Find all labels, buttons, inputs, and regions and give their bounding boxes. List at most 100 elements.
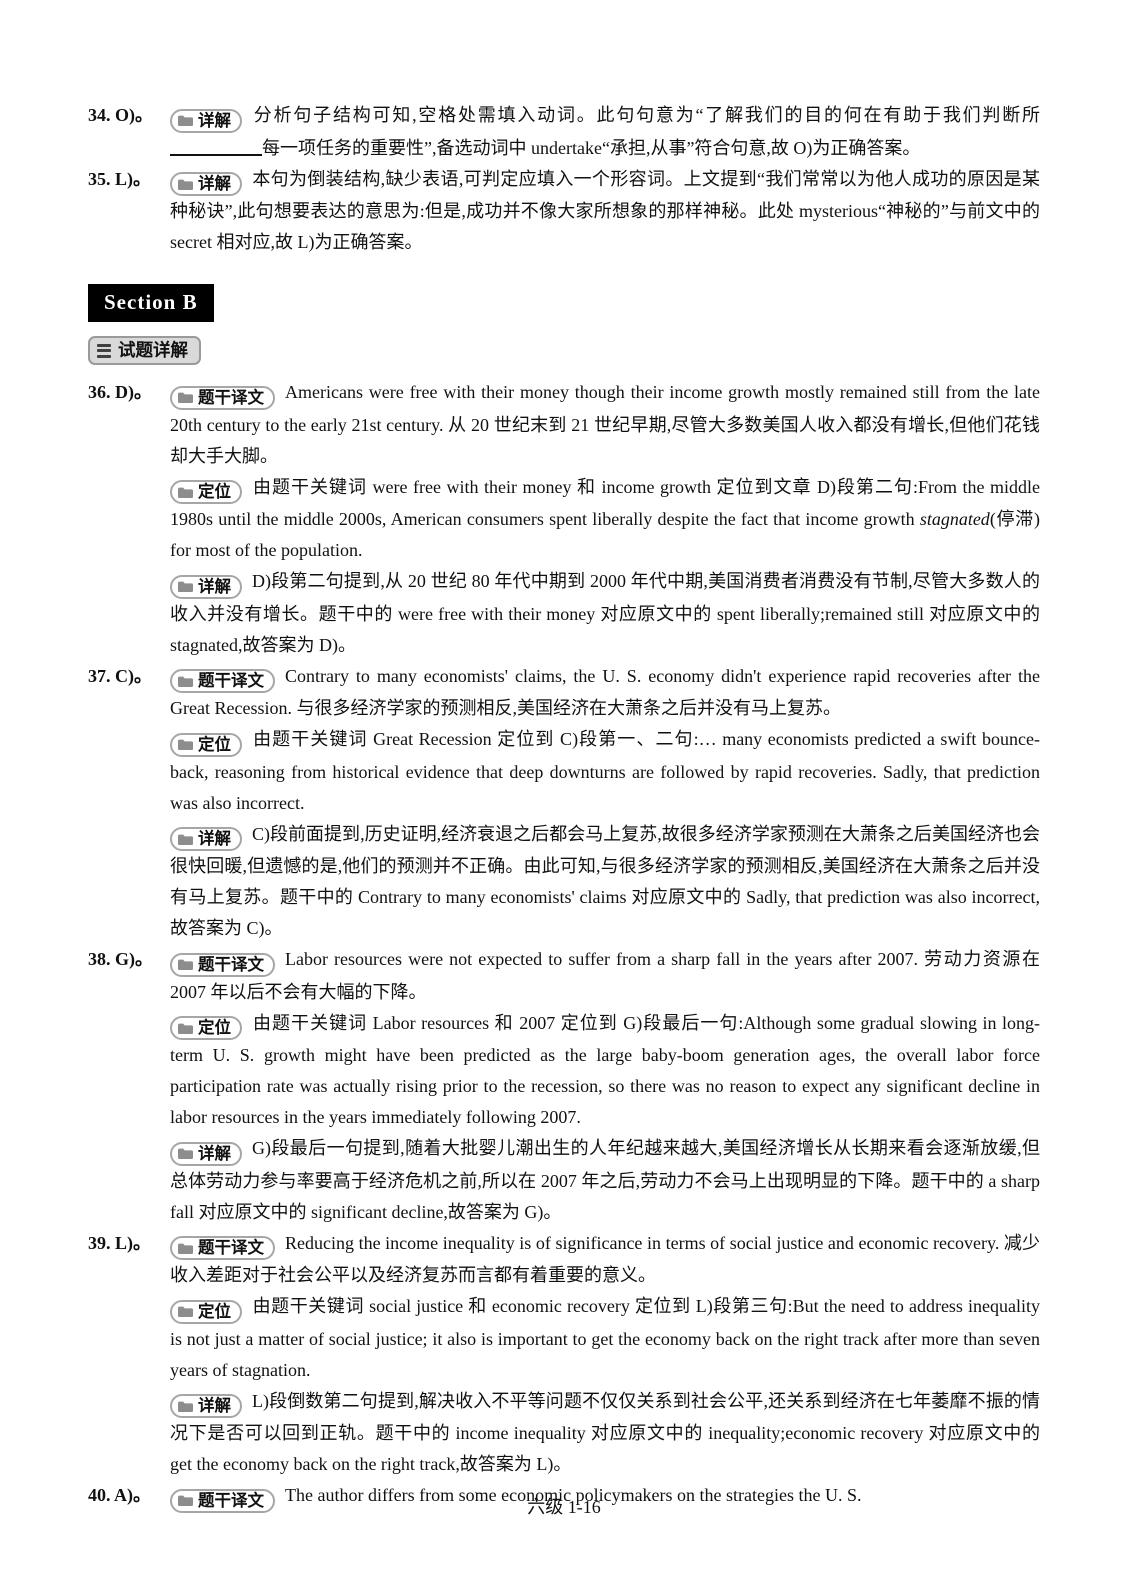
detail-badge: 详解 [170,1394,242,1418]
text-run: 由题干关键词 were free with their money 和 inco… [170,476,1040,530]
locate-badge: 定位 [170,480,242,504]
item-number: 35. L)。 [88,168,151,189]
explanation-item: 34. O)。 详解 分析句子结构可知,空格处需填入动词。此句句意为“了解我们的目的… [88,100,1040,164]
detail-badge-paragraph: 详解 C)段前面提到,历史证明,经济衰退之后都会马上复苏,故很多经济学家预测在大萧… [170,819,1040,945]
badge-label: 定位 [198,482,231,501]
text-run: The author differs from some economic po… [285,1485,862,1505]
detail-badge: 详解 [170,827,242,851]
translation-badge-paragraph: 题干译文 Contrary to many economists' claims,… [170,661,1040,725]
folder-icon [177,1494,194,1507]
explanation-item: 37. C)。 题干译文 Contrary to many economists' … [88,661,1040,945]
fill-blank-underline [170,139,262,156]
badge-label: 题干译文 [198,387,264,407]
detail-badge: 详解 [170,1141,242,1166]
detail-header-badge: 试题详解 [88,336,201,365]
translation-badge: 题干译文 [170,669,275,693]
page-content: 34. O)。 详解 分析句子结构可知,空格处需填入动词。此句句意为“了解我们的目的… [88,100,1040,1513]
detail-badge: 详解 [170,574,242,599]
folder-icon [177,1305,194,1318]
translation-badge-paragraph: 题干译文 Americans were free with their money… [170,377,1040,472]
translation-badge: 题干译文 [170,952,275,977]
detail-badge: 详解 [170,172,242,196]
badge-label: 详解 [198,576,231,596]
detail-badge: 详解 [170,108,242,133]
explanation-item: 35. L)。 详解 本句为倒装结构,缺少表语,可判定应填入一个形容词。上文提到“我… [88,164,1040,259]
explanation-item: 40. A)。 题干译文 The author differs from some … [88,1480,1040,1513]
badge-label: 定位 [198,734,231,754]
item-number: 36. D)。 [88,382,152,402]
text-run: D)段第二句提到,从 20 世纪 80 年代中期到 2000 年代中期,美国消费… [170,571,1040,655]
folder-icon [177,178,194,191]
text-run: 由题干关键词 social justice 和 economic recover… [170,1296,1040,1380]
badge-label: 详解 [198,829,231,848]
page-number: 六级 1-16 [527,1497,601,1517]
badge-label: 题干译文 [198,1490,264,1510]
explanation-item: 39. L)。 题干译文 Reducing the income inequalit… [88,1228,1040,1481]
text-run: 分析句子结构可知,空格处需填入动词。此句句意为“了解我们的目的何在有助于我们判断… [252,105,1040,125]
section-b-title: Section B [104,290,198,314]
folder-icon [177,833,194,846]
badge-label: 定位 [198,1301,231,1321]
folder-icon [177,114,194,127]
text-run: Reducing the income inequality is of sig… [170,1232,1040,1286]
detail-header-label: 试题详解 [118,340,188,360]
folder-icon [177,675,194,688]
locate-badge: 定位 [170,1299,242,1324]
detail-badge-paragraph: 详解 G)段最后一句提到,随着大批婴儿潮出生的人年纪越来越大,美国经济增长从长期来… [170,1133,1040,1228]
item-number: 34. O)。 [88,105,153,125]
detail-badge-paragraph: 详解 D)段第二句提到,从 20 世纪 80 年代中期到 2000 年代中期,美国… [170,566,1040,661]
items-before-section: 34. O)。 详解 分析句子结构可知,空格处需填入动词。此句句意为“了解我们的目的… [88,100,1040,258]
item-number: 40. A)。 [88,1485,151,1505]
section-b-header: Section B [88,284,214,322]
locate-badge: 定位 [170,732,242,757]
locate-badge-paragraph: 定位 由题干关键词 Great Recession 定位到 C)段第一、二句:… … [170,724,1040,819]
folder-icon [177,486,194,499]
text-run: Americans were free with their money tho… [170,382,1040,466]
text-run: Contrary to many economists' claims, the… [170,665,1040,719]
item-number: 37. C)。 [88,665,152,686]
folder-icon [177,1147,194,1160]
translation-badge-paragraph: 题干译文 Reducing the income inequality is of… [170,1228,1040,1292]
text-run: 由题干关键词 Labor resources 和 2007 定位到 G)段最后一… [170,1012,1040,1128]
text-run: 每一项任务的重要性”,备选动词中 undertake“承担,从事”符合句意,故 … [262,137,921,158]
locate-badge: 定位 [170,1016,242,1040]
page-footer: 六级 1-16 [0,1492,1128,1523]
item-number: 39. L)。 [88,1232,151,1253]
translation-badge-paragraph: 题干译文 The author differs from some economi… [170,1480,1040,1513]
explanation-item: 38. G)。 题干译文 Labor resources were not expe… [88,944,1040,1228]
italic-term: stagnated [919,509,990,529]
locate-badge-paragraph: 定位 由题干关键词 social justice 和 economic recov… [170,1291,1040,1386]
folder-icon [177,391,194,404]
item-number: 38. G)。 [88,949,153,969]
badge-label: 题干译文 [198,954,264,974]
badge-label: 题干译文 [198,1238,264,1257]
folder-icon [177,1400,194,1413]
badge-label: 详解 [198,1396,231,1415]
items-section-b: 36. D)。 题干译文 Americans were free with thei… [88,377,1040,1513]
badge-label: 详解 [198,1143,231,1163]
translation-badge: 题干译文 [170,385,275,410]
folder-icon [177,1022,194,1035]
text-run: 本句为倒装结构,缺少表语,可判定应填入一个形容词。上文提到“我们常常以为他人成功… [170,168,1040,253]
detail-badge-paragraph: 详解 本句为倒装结构,缺少表语,可判定应填入一个形容词。上文提到“我们常常以为他人… [170,164,1040,259]
translation-badge: 题干译文 [170,1488,275,1513]
badge-label: 详解 [198,110,231,130]
badge-label: 题干译文 [198,671,264,690]
folder-icon [177,738,194,751]
translation-badge-paragraph: 题干译文 Labor resources were not expected to… [170,944,1040,1008]
text-run: C)段前面提到,历史证明,经济衰退之后都会马上复苏,故很多经济学家预测在大萧条之… [170,823,1040,939]
text-run: L)段倒数第二句提到,解决收入不平等问题不仅仅关系到社会公平,还关系到经济在七年… [170,1390,1040,1475]
folder-icon [177,958,194,971]
locate-badge-paragraph: 定位 由题干关键词 Labor resources 和 2007 定位到 G)段最… [170,1008,1040,1134]
text-run: Labor resources were not expected to suf… [170,949,1040,1002]
text-run: G)段最后一句提到,随着大批婴儿潮出生的人年纪越来越大,美国经济增长从长期来看会… [170,1138,1040,1222]
text-run: (停滞) for most of the population. [170,509,1040,560]
folder-icon [177,580,194,593]
detail-badge-paragraph: 详解 分析句子结构可知,空格处需填入动词。此句句意为“了解我们的目的何在有助于我们… [170,100,1040,164]
folder-icon [177,1242,194,1255]
badge-label: 定位 [198,1018,231,1037]
locate-badge-paragraph: 定位 由题干关键词 were free with their money 和 in… [170,472,1040,567]
explanation-item: 36. D)。 题干译文 Americans were free with thei… [88,377,1040,661]
detail-badge-paragraph: 详解 L)段倒数第二句提到,解决收入不平等问题不仅仅关系到社会公平,还关系到经济在… [170,1386,1040,1481]
translation-badge: 题干译文 [170,1236,275,1260]
